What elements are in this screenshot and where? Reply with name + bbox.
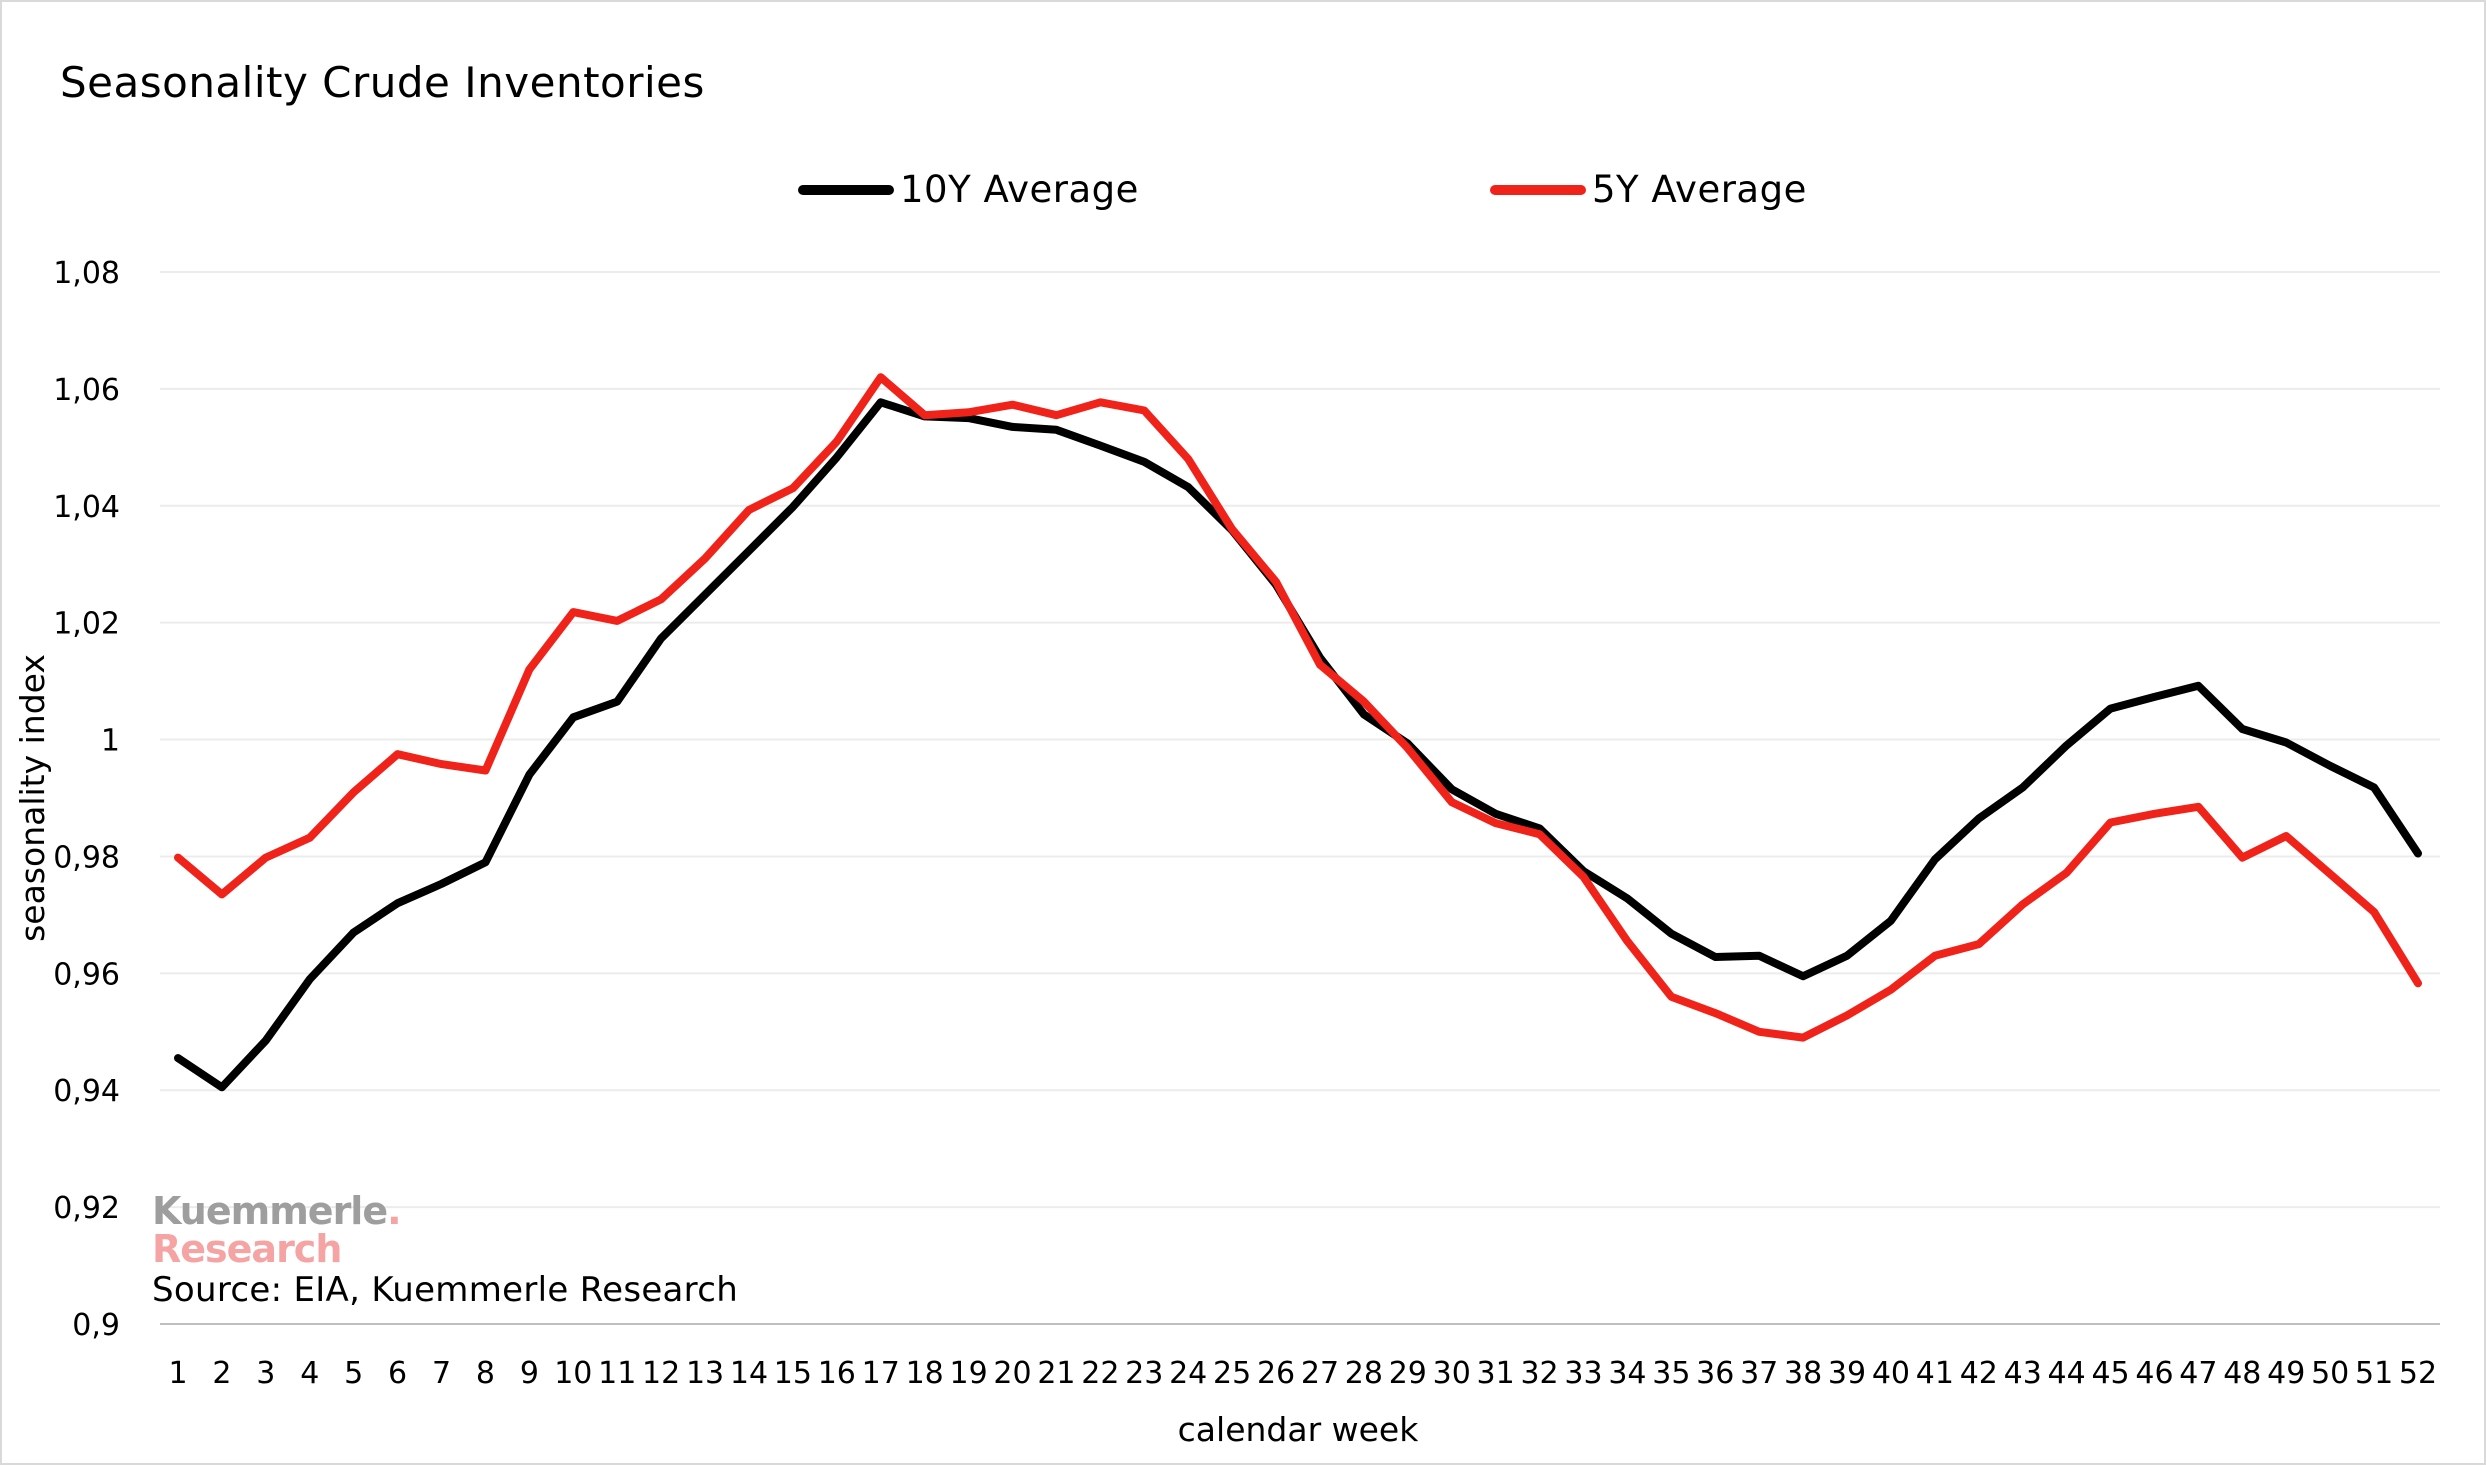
x-tick-label: 33 (1564, 1356, 1602, 1391)
logo-word-1: Kuemmerle (152, 1189, 388, 1233)
x-tick-label: 18 (906, 1356, 944, 1391)
y-axis-tick-labels: 0,9 0,92 0,94 0,96 0,98 1 1,02 1,04 1,06 1,08 (53, 256, 120, 1343)
x-tick-label: 41 (1916, 1356, 1954, 1391)
x-tick-label: 39 (1828, 1356, 1866, 1391)
logo-dot: . (387, 1189, 401, 1233)
x-tick-label: 3 (256, 1356, 275, 1391)
x-tick-label: 27 (1301, 1356, 1339, 1391)
y-tick-label: 1,08 (53, 256, 120, 291)
x-tick-label: 16 (818, 1356, 856, 1391)
y-tick-label: 0,92 (53, 1191, 120, 1226)
x-tick-label: 12 (642, 1356, 680, 1391)
y-tick-label: 1,06 (53, 373, 120, 408)
x-tick-label: 4 (300, 1356, 319, 1391)
x-tick-label: 42 (1960, 1356, 1998, 1391)
legend-swatch-series-1 (798, 184, 894, 195)
legend-item-series-2: 5Y Average (1490, 168, 1807, 211)
y-tick-label: 0,98 (53, 840, 120, 875)
chart-legend: 10Y Average 5Y Average (0, 168, 2486, 228)
x-tick-label: 50 (2311, 1356, 2349, 1391)
x-tick-label: 21 (1037, 1356, 1075, 1391)
x-tick-label: 49 (2267, 1356, 2305, 1391)
x-tick-label: 40 (1872, 1356, 1910, 1391)
x-tick-label: 22 (1081, 1356, 1119, 1391)
x-tick-label: 48 (2223, 1356, 2261, 1391)
y-tick-label: 0,96 (53, 957, 120, 992)
legend-label-series-2: 5Y Average (1592, 168, 1807, 211)
x-tick-label: 46 (2135, 1356, 2173, 1391)
legend-item-series-1: 10Y Average (798, 168, 1139, 211)
series-line-2 (174, 373, 2422, 1042)
x-tick-label: 25 (1213, 1356, 1251, 1391)
x-tick-label: 1 (168, 1356, 187, 1391)
x-tick-label: 17 (862, 1356, 900, 1391)
x-tick-label: 2 (212, 1356, 231, 1391)
x-tick-label: 20 (993, 1356, 1031, 1391)
x-tick-label: 44 (2048, 1356, 2086, 1391)
x-tick-label: 26 (1257, 1356, 1295, 1391)
x-tick-label: 31 (1477, 1356, 1515, 1391)
source-note: Source: EIA, Kuemmerle Research (152, 1270, 739, 1310)
x-tick-label: 28 (1345, 1356, 1383, 1391)
x-tick-label: 9 (520, 1356, 539, 1391)
x-tick-label: 36 (1696, 1356, 1734, 1391)
y-tick-label: 1,04 (53, 490, 120, 525)
x-tick-label: 38 (1784, 1356, 1822, 1391)
chart-title: Seasonality Crude Inventories (60, 58, 705, 107)
kuemmerle-research-logo: Kuemmerle. Research (152, 1189, 402, 1271)
gridlines (160, 271, 2440, 1325)
x-tick-label: 23 (1125, 1356, 1163, 1391)
y-tick-label: 0,9 (72, 1308, 120, 1343)
y-tick-label: 0,94 (53, 1074, 120, 1109)
x-tick-label: 5 (344, 1356, 363, 1391)
x-tick-label: 32 (1520, 1356, 1558, 1391)
x-tick-label: 10 (554, 1356, 592, 1391)
x-tick-label: 24 (1169, 1356, 1207, 1391)
x-tick-label: 43 (2004, 1356, 2042, 1391)
x-tick-label: 30 (1433, 1356, 1471, 1391)
x-tick-label: 7 (432, 1356, 451, 1391)
x-tick-label: 11 (598, 1356, 636, 1391)
x-axis-tick-labels: 1 2 3 4 5 6 7 8 9 10 11 12 13 14 15 16 17 18 19 20 21 22 23 24 2… (168, 1356, 2437, 1391)
x-tick-label: 19 (949, 1356, 987, 1391)
legend-swatch-series-2 (1490, 184, 1586, 195)
x-tick-label: 8 (476, 1356, 495, 1391)
x-axis-title: calendar week (1178, 1410, 1420, 1449)
x-tick-label: 35 (1652, 1356, 1690, 1391)
x-tick-label: 37 (1740, 1356, 1778, 1391)
x-tick-label: 29 (1389, 1356, 1427, 1391)
y-tick-label: 1 (101, 724, 120, 759)
x-tick-label: 52 (2399, 1356, 2437, 1391)
y-axis-title: seasonality index (13, 654, 52, 942)
logo-line-2: Research (152, 1227, 342, 1271)
x-tick-label: 14 (730, 1356, 768, 1391)
x-tick-label: 45 (2091, 1356, 2129, 1391)
x-tick-label: 47 (2179, 1356, 2217, 1391)
x-tick-label: 15 (774, 1356, 812, 1391)
x-tick-label: 34 (1608, 1356, 1646, 1391)
x-tick-label: 51 (2355, 1356, 2393, 1391)
x-tick-label: 13 (686, 1356, 724, 1391)
series-lines (174, 373, 2422, 1092)
legend-label-series-1: 10Y Average (900, 168, 1139, 211)
logo-line-1: Kuemmerle. (152, 1189, 402, 1233)
y-tick-label: 1,02 (53, 607, 120, 642)
x-tick-label: 6 (388, 1356, 407, 1391)
